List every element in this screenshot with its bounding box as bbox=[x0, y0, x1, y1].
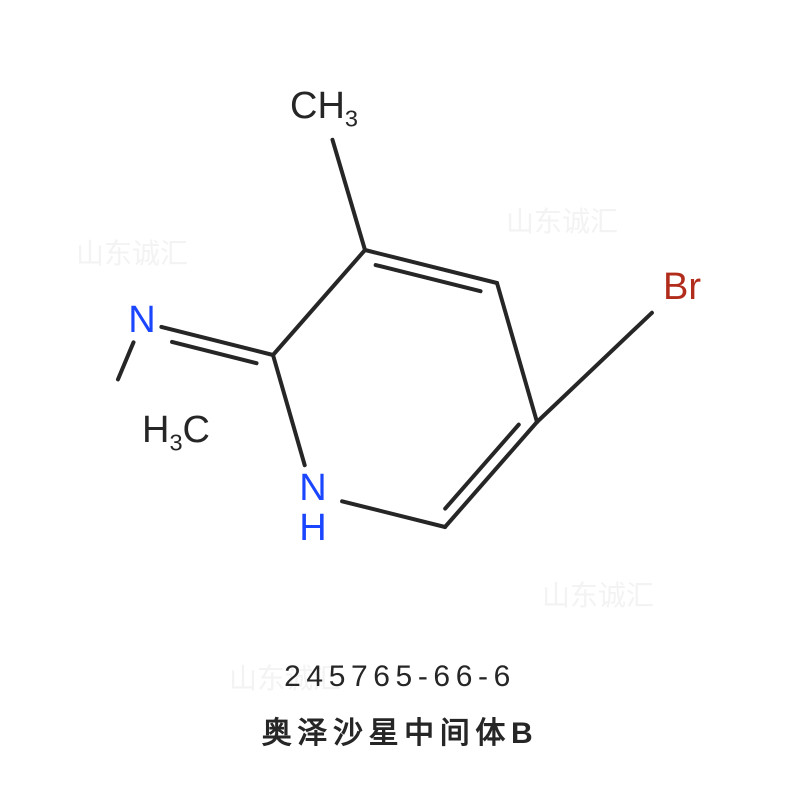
atom-label: CH3 bbox=[286, 87, 362, 125]
figure-root: 山东诚汇山东诚汇山东诚汇山东诚汇 H3CCH3NNHBr 245765-66-6… bbox=[0, 0, 800, 800]
cas-number: 245765-66-6 bbox=[0, 660, 800, 694]
caption-block: 245765-66-6 奥泽沙星中间体B bbox=[0, 660, 800, 752]
atom-label: Br bbox=[659, 268, 705, 306]
atom-label: H3C bbox=[138, 411, 214, 449]
compound-name: 奥泽沙星中间体B bbox=[0, 708, 800, 752]
atom-label: N bbox=[295, 469, 330, 507]
atom-label: H bbox=[295, 509, 330, 547]
atom-label: N bbox=[124, 301, 159, 339]
